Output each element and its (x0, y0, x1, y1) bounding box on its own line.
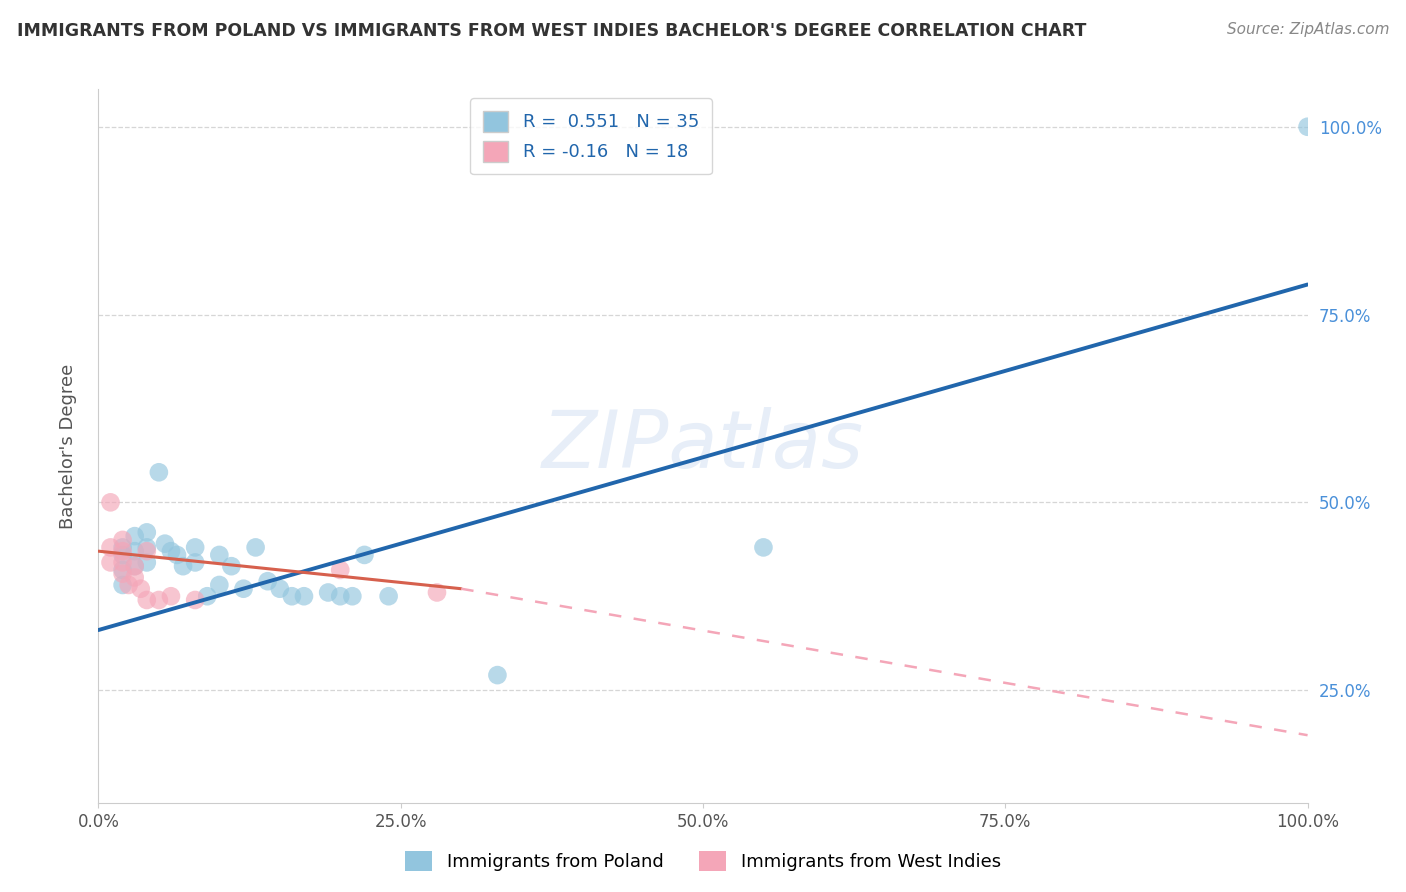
Point (184, 593, 207, 607)
Point (111, 563, 134, 577)
Point (172, 559, 194, 574)
Point (426, 585, 449, 599)
Point (353, 548, 375, 562)
Text: ZIPatlas: ZIPatlas (541, 407, 865, 485)
Point (342, 589, 364, 603)
Point (195, 589, 218, 603)
Point (160, 589, 183, 603)
Point (148, 465, 170, 479)
Point (100, 495, 122, 509)
Point (160, 544, 183, 558)
Point (135, 556, 157, 570)
Point (316, 585, 339, 599)
Point (148, 593, 170, 607)
Point (269, 582, 291, 596)
Point (129, 582, 152, 596)
Point (208, 578, 231, 592)
Point (153, 536, 176, 550)
Point (1296, 120, 1319, 134)
Point (221, 559, 243, 574)
Point (208, 548, 231, 562)
Point (166, 548, 188, 562)
Point (329, 589, 352, 603)
Point (124, 544, 146, 558)
Point (135, 541, 157, 555)
Point (256, 574, 278, 589)
Y-axis label: Bachelor's Degree: Bachelor's Degree (59, 363, 77, 529)
Point (111, 566, 134, 581)
Point (135, 525, 157, 540)
Point (111, 578, 134, 592)
Point (135, 593, 157, 607)
Legend: R =  0.551   N = 35, R = -0.16   N = 18: R = 0.551 N = 35, R = -0.16 N = 18 (470, 98, 711, 174)
Point (100, 556, 122, 570)
Point (245, 541, 267, 555)
Point (111, 556, 134, 570)
Point (377, 589, 399, 603)
Point (232, 582, 254, 596)
Text: IMMIGRANTS FROM POLAND VS IMMIGRANTS FROM WEST INDIES BACHELOR'S DEGREE CORRELAT: IMMIGRANTS FROM POLAND VS IMMIGRANTS FRO… (17, 22, 1087, 40)
Point (292, 589, 315, 603)
Point (124, 559, 146, 574)
Point (124, 570, 146, 584)
Point (135, 544, 157, 558)
Point (111, 544, 134, 558)
Point (124, 559, 146, 574)
Point (111, 533, 134, 547)
Point (124, 529, 146, 543)
Point (184, 556, 207, 570)
Text: Source: ZipAtlas.com: Source: ZipAtlas.com (1226, 22, 1389, 37)
Legend: Immigrants from Poland, Immigrants from West Indies: Immigrants from Poland, Immigrants from … (398, 844, 1008, 879)
Point (100, 541, 122, 555)
Point (111, 541, 134, 555)
Point (329, 563, 352, 577)
Point (486, 668, 509, 682)
Point (184, 541, 207, 555)
Point (118, 578, 141, 592)
Point (281, 589, 304, 603)
Point (111, 548, 134, 562)
Point (752, 541, 775, 555)
